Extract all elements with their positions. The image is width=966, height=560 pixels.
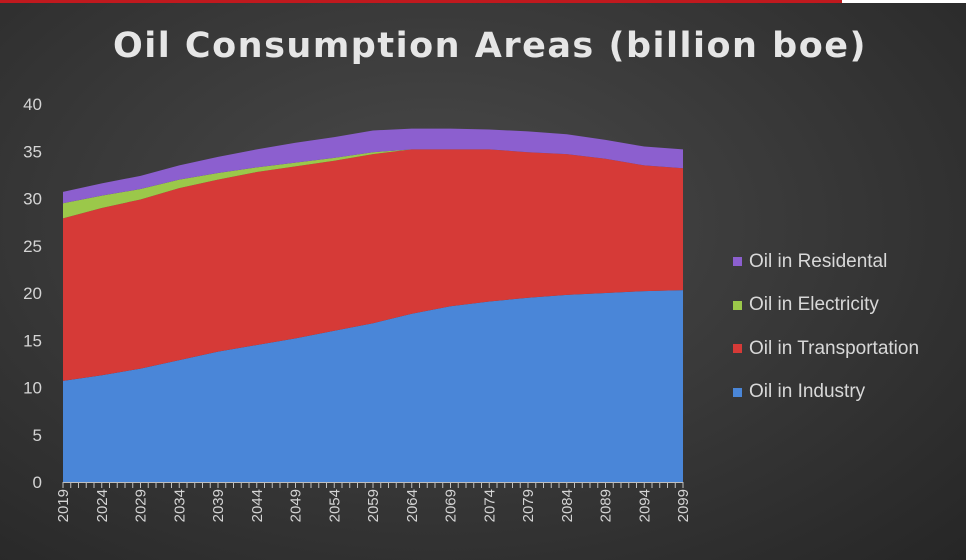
top-red-rule bbox=[0, 0, 966, 3]
x-tick-label: 2044 bbox=[249, 489, 266, 522]
legend-label-transportation: Oil in Transportation bbox=[749, 337, 920, 359]
y-tick-label: 10 bbox=[23, 379, 42, 398]
area-oil-in-electricity bbox=[63, 149, 683, 219]
chart-title: Oil Consumption Areas (billion boe) bbox=[113, 26, 867, 66]
y-tick-label: 0 bbox=[33, 473, 42, 492]
legend-item-transportation: Oil in Transportation bbox=[733, 327, 963, 371]
x-tick-label: 2079 bbox=[520, 489, 537, 522]
axis-layer: 0 5 10 15 20 25 30 35 40 2019 2024 2029 2034 2039 2044… bbox=[23, 95, 692, 522]
y-tick-label: 25 bbox=[23, 237, 42, 256]
y-tick-label: 5 bbox=[33, 426, 42, 445]
legend-label-residental: Oil in Residental bbox=[749, 250, 888, 272]
x-tick-label: 2084 bbox=[559, 489, 576, 522]
area-oil-in-transportation bbox=[63, 149, 683, 381]
x-tick-label: 2049 bbox=[288, 489, 305, 522]
legend-swatch-electricity bbox=[733, 300, 742, 310]
y-tick-label: 40 bbox=[23, 95, 42, 114]
x-tick-label: 2064 bbox=[404, 489, 421, 522]
area-oil-in-residental bbox=[63, 128, 683, 204]
x-tick-label: 2029 bbox=[133, 489, 150, 522]
x-tick-label: 2054 bbox=[326, 489, 343, 522]
legend-label-industry: Oil in Industry bbox=[749, 381, 866, 403]
legend: Oil in Residental Oil in Electricity Oil… bbox=[733, 240, 963, 414]
y-tick-label: 35 bbox=[23, 142, 42, 161]
x-tick-label: 2024 bbox=[94, 489, 111, 522]
legend-label-electricity: Oil in Electricity bbox=[749, 294, 879, 316]
legend-item-industry: Oil in Industry bbox=[733, 371, 963, 415]
x-tick-label: 2094 bbox=[636, 489, 653, 522]
x-tick-label: 2034 bbox=[171, 489, 188, 522]
x-tick-label: 2059 bbox=[365, 489, 382, 522]
legend-swatch-industry bbox=[733, 387, 742, 397]
top-white-tab bbox=[842, 0, 966, 3]
area-layer bbox=[63, 128, 683, 482]
x-tick-label: 2069 bbox=[443, 489, 460, 522]
y-tick-label: 30 bbox=[23, 190, 42, 209]
y-tick-label: 20 bbox=[23, 284, 42, 303]
legend-item-electricity: Oil in Electricity bbox=[733, 284, 963, 328]
x-tick-label: 2099 bbox=[675, 489, 692, 522]
x-tick-label: 2074 bbox=[481, 489, 498, 522]
legend-swatch-residental bbox=[733, 257, 742, 267]
area-oil-in-industry bbox=[63, 290, 683, 482]
x-tick-label: 2039 bbox=[210, 489, 227, 522]
legend-swatch-transportation bbox=[733, 344, 742, 354]
x-tick-label: 2089 bbox=[598, 489, 615, 522]
legend-item-residental: Oil in Residental bbox=[733, 240, 963, 284]
x-tick-label: 2019 bbox=[55, 489, 72, 522]
y-tick-label: 15 bbox=[23, 331, 42, 350]
